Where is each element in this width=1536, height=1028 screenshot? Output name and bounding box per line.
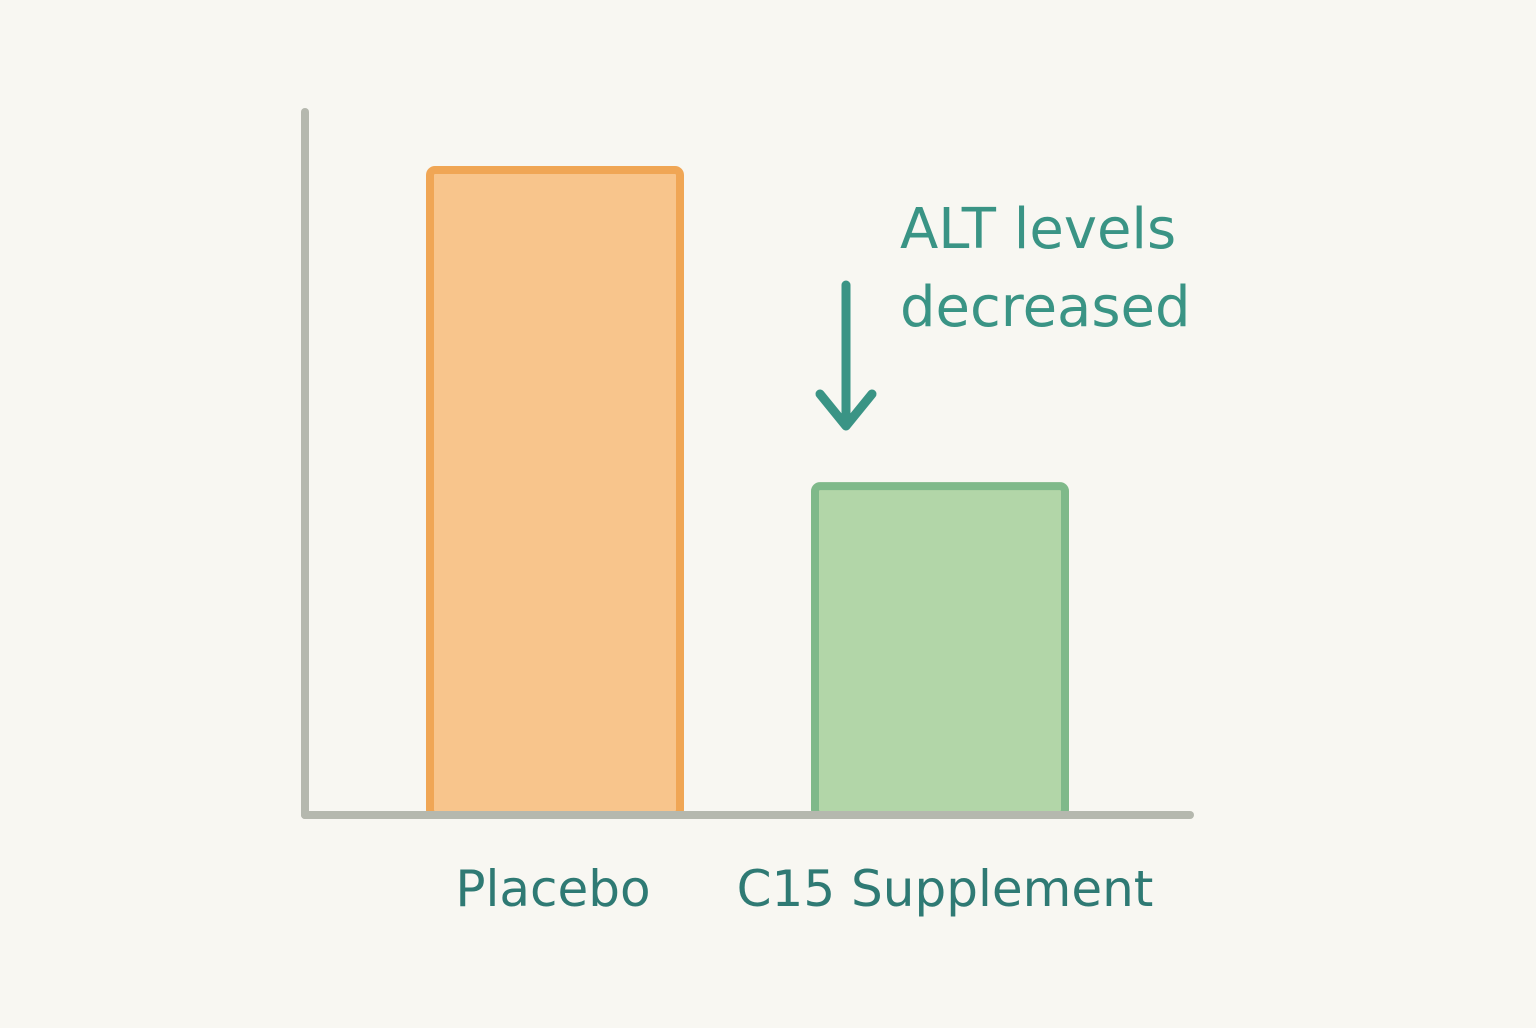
bar-placebo	[426, 166, 684, 819]
annotation: ALT levels decreased	[815, 197, 1191, 431]
tick-label-placebo: Placebo	[455, 860, 650, 918]
down-arrow-head	[815, 389, 877, 431]
tick-labels: Placebo C15 Supplement	[455, 860, 1153, 918]
bar-c15-supplement	[811, 482, 1069, 819]
bars	[426, 166, 1069, 819]
down-arrow-icon	[815, 280, 877, 431]
annotation-line-1: ALT levels	[900, 197, 1176, 262]
tick-label-c15-supplement: C15 Supplement	[737, 860, 1154, 918]
annotation-line-2: decreased	[900, 275, 1191, 340]
axes	[301, 108, 1194, 819]
